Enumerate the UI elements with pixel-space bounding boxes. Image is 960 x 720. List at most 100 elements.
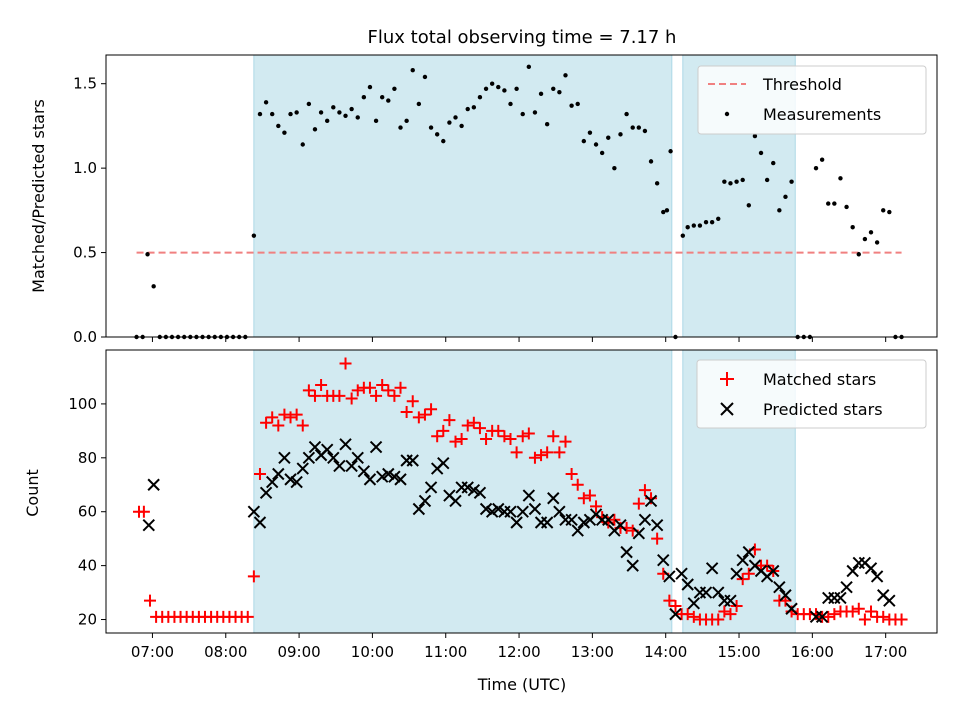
matched-point [522,427,535,440]
x-tick-label: 15:00 [717,643,760,661]
measurement-point [850,225,855,230]
measurement-point [752,133,758,139]
measurement-point [618,132,623,137]
y-tick-label: 100 [68,395,97,413]
measurement-points [134,64,904,340]
predicted-point [516,505,529,518]
y-ticks-top: 0.0 0.5 1.0 1.5 [73,75,106,346]
predicted-point [638,513,652,527]
measurement-point [367,84,373,90]
matched-point [437,424,450,437]
predicted-point [284,473,297,486]
predicted-point [657,554,670,567]
legend-label-threshold: Threshold [762,75,842,94]
predicted-point [147,478,160,491]
measurement-point [386,98,391,103]
x-tick-label: 10:00 [351,643,394,661]
observing-window [253,54,673,338]
measurement-point [691,223,697,228]
matched-point [143,594,156,607]
predicted-point [681,578,694,591]
measurement-point [477,95,483,100]
measurement-point [685,225,690,230]
predicted-point [553,505,566,518]
matched-point [296,419,309,432]
legend-top: Threshold Measurements [697,65,927,135]
matched-point [418,408,431,421]
matched-point [345,392,358,405]
measurement-point [716,216,721,221]
measurement-point [398,125,403,130]
matched-point [663,594,676,607]
predicted-point [712,586,725,599]
predicted-point [424,481,438,494]
measurement-point [697,223,703,228]
matched-point [651,532,664,545]
measurement-point [508,101,513,107]
predicted-point [449,494,462,508]
predicted-point [785,602,798,615]
matched-point [467,416,480,429]
matched-point [895,613,908,626]
predicted-point [437,456,450,470]
measurement-point [575,101,580,107]
measurement-point [441,138,446,144]
predicted-point [296,462,309,475]
matched-point [137,505,150,518]
matched-point [535,449,548,462]
matched-point [583,489,596,502]
measurement-point [453,115,458,120]
measurement-point [664,208,670,213]
predicted-point [259,486,273,500]
predicted-point [840,580,853,594]
measurement-point [151,284,156,289]
measurement-point [734,179,739,184]
predicted-point [883,594,896,607]
legend-label-predicted: Predicted stars [763,400,883,419]
predicted-point [602,513,615,527]
measurement-point [887,209,892,215]
matched-point [504,432,517,445]
predicted-point [779,589,792,602]
matched-point [425,403,438,416]
matched-point [253,467,266,480]
matched-point [858,613,871,626]
y-tick-label: 60 [78,503,97,521]
legend-bottom: Matched stars Predicted stars [696,359,927,429]
matched-point [455,432,468,445]
predicted-point [467,483,481,497]
predicted-point [461,481,474,494]
predicted-point [834,591,847,605]
measurement-point [434,132,440,137]
measurement-point [428,125,434,130]
matched-point [388,389,401,402]
measurement-point [471,105,477,110]
measurement-point [263,100,269,105]
predicted-point [272,467,285,481]
chart-title: Flux total observing time = 7.17 h [368,27,677,48]
predicted-point [485,505,499,518]
predicted-point [846,564,859,578]
measurement-legend-swatch [724,111,730,117]
matched-point [669,600,682,613]
measurement-point [282,130,287,135]
y-axis-label-bottom: Count [23,469,42,517]
measurement-point [612,165,617,171]
x-tick-label: 08:00 [204,643,247,661]
predicted-point [253,516,267,529]
predicted-point [308,440,322,454]
matched-point [865,605,878,618]
predicted-point [730,567,743,580]
y-tick-label: 1.0 [73,159,97,177]
matched-point [822,610,835,623]
y-axis-label-top: Matched/Predicted stars [29,99,48,293]
predicted-point [394,473,407,486]
predicted-point [620,545,633,559]
predicted-point [406,454,419,467]
measurement-point [379,95,385,100]
y-tick-label: 0.5 [73,244,97,262]
matched-point [406,395,419,408]
predicted-point [852,556,865,570]
predicted-point [828,591,841,605]
predicted-point [142,518,155,532]
